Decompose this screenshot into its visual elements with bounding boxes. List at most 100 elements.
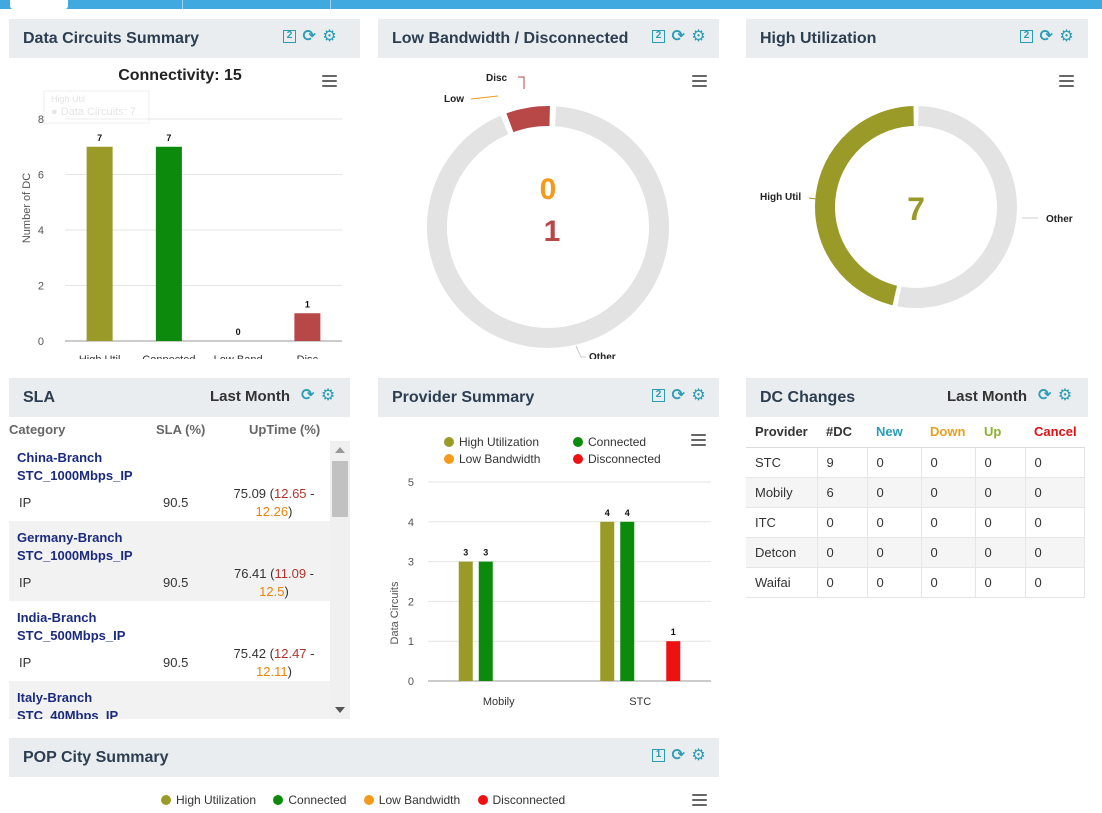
refresh-icon[interactable]: ⟳ — [1039, 29, 1052, 45]
legend-item[interactable]: High Utilization — [161, 793, 256, 807]
x-tick-label: Connected — [142, 354, 195, 359]
panel-header: Data Circuits Summary 2 ⟳ ⚙ — [9, 19, 360, 58]
legend-item[interactable]: Disconnected — [478, 793, 566, 807]
panel-toolbar: 1 ⟳ ⚙ — [650, 748, 706, 766]
column-header-dc[interactable]: #DC — [817, 417, 867, 447]
data-label: 1 — [305, 299, 310, 309]
circuit-name: STC_1000Mbps_IP — [17, 468, 133, 483]
page-count-icon[interactable]: 2 — [652, 30, 665, 43]
gear-icon[interactable]: ⚙ — [1059, 29, 1073, 45]
page-count-icon[interactable]: 2 — [283, 30, 296, 43]
scrollbar-thumb[interactable] — [332, 461, 348, 517]
panel-title: POP City Summary — [23, 749, 169, 767]
high-utilization-panel: High Utilization 2 ⟳ ⚙ High UtilOther 7 — [746, 19, 1088, 359]
chart-menu-icon[interactable] — [692, 794, 707, 806]
gear-icon[interactable]: ⚙ — [691, 748, 705, 764]
bar — [600, 522, 614, 681]
y-tick-label: 2 — [38, 281, 44, 293]
y-tick-label: 5 — [408, 477, 414, 489]
connectivity-chart: Connectivity: 15 Number of DC 02468 7Hig… — [9, 58, 360, 359]
panel-toolbar: ⟳ ⚙ — [1036, 388, 1072, 406]
uptime-cell: 75.42 (12.47 -12.11) — [229, 645, 319, 681]
x-tick-label: Low Band — [214, 354, 263, 359]
table-row[interactable]: China-BranchSTC_1000Mbps_IP IP 90.5 75.0… — [9, 441, 330, 521]
bar — [666, 641, 680, 681]
table-row[interactable]: India-BranchSTC_500Mbps_IP IP 90.5 75.42… — [9, 601, 330, 681]
gear-icon[interactable]: ⚙ — [1058, 388, 1072, 404]
label-connector — [576, 346, 586, 357]
data-label: 7 — [166, 133, 171, 143]
sla-panel: SLA Last Month ⟳ ⚙ Category SLA (%) UpTi… — [9, 378, 350, 719]
refresh-icon[interactable]: ⟳ — [671, 748, 684, 764]
data-label: 3 — [463, 548, 468, 558]
column-header-sla[interactable]: SLA (%) — [156, 422, 205, 437]
gear-icon[interactable]: ⚙ — [691, 29, 705, 45]
table-row[interactable]: Detcon00000 — [746, 537, 1084, 567]
sla-cell: 90.5 — [163, 575, 188, 590]
provider-cell: Detcon — [746, 537, 817, 567]
circuit-name: STC_500Mbps_IP — [17, 628, 125, 643]
refresh-icon[interactable]: ⟳ — [1038, 388, 1051, 404]
panel-header: POP City Summary 1 ⟳ ⚙ — [9, 738, 719, 777]
column-header-cancel[interactable]: Cancel — [1025, 417, 1084, 447]
table-row[interactable]: STC90000 — [746, 447, 1084, 477]
panel-title: DC Changes — [760, 389, 855, 407]
data-label: 1 — [671, 627, 676, 637]
nav-tab-active[interactable] — [10, 0, 68, 9]
column-header-up[interactable]: Up — [975, 417, 1025, 447]
uptime-cell: 75.09 (12.65 -12.26) — [229, 485, 319, 521]
chart-title: Connectivity: 15 — [118, 67, 242, 84]
category-cell: IP — [19, 495, 31, 510]
table-row[interactable]: Germany-BranchSTC_1000Mbps_IP IP 90.5 76… — [9, 521, 330, 601]
nav-tab-separator — [182, 0, 183, 9]
panel-header: Low Bandwidth / Disconnected 2 ⟳ ⚙ — [378, 19, 719, 58]
legend-item[interactable]: Low Bandwidth — [364, 793, 460, 807]
y-tick-label: 6 — [38, 170, 44, 182]
table-row[interactable]: Mobily60000 — [746, 477, 1084, 507]
column-header-uptime[interactable]: UpTime (%) — [249, 422, 320, 437]
dc-changes-panel: DC Changes Last Month ⟳ ⚙ Provider #DC N… — [746, 378, 1088, 719]
y-tick-label: 8 — [38, 114, 44, 126]
gear-icon[interactable]: ⚙ — [321, 388, 335, 404]
sla-table-body: China-BranchSTC_1000Mbps_IP IP 90.5 75.0… — [9, 441, 350, 719]
legend-item[interactable]: Connected — [273, 793, 346, 807]
data-label: 4 — [625, 508, 630, 518]
circuit-name: STC_1000Mbps_IP — [17, 548, 133, 563]
table-row[interactable]: Waifai00000 — [746, 567, 1084, 597]
nav-tab-separator — [330, 0, 331, 9]
bar — [479, 562, 493, 681]
page-count-icon[interactable]: 1 — [652, 749, 665, 762]
bar — [459, 562, 473, 681]
data-label: 7 — [97, 133, 102, 143]
provider-summary-panel: Provider Summary 2 ⟳ ⚙ High UtilizationC… — [378, 378, 719, 719]
scroll-down-icon[interactable] — [335, 707, 345, 713]
panel-title: Low Bandwidth / Disconnected — [392, 30, 628, 48]
y-tick-label: 0 — [408, 676, 414, 688]
table-row[interactable]: Italy-BranchSTC_40Mbps_IP — [9, 681, 330, 719]
sla-cell: 90.5 — [163, 655, 188, 670]
sla-scrollbar[interactable] — [330, 441, 350, 719]
data-circuits-panel: Data Circuits Summary 2 ⟳ ⚙ Connectivity… — [9, 19, 360, 359]
column-header-provider[interactable]: Provider — [746, 417, 817, 447]
column-header-category[interactable]: Category — [9, 422, 65, 437]
scroll-up-icon[interactable] — [335, 447, 345, 453]
refresh-icon[interactable]: ⟳ — [301, 388, 314, 404]
x-tick-label: High Util — [79, 354, 121, 359]
refresh-icon[interactable]: ⟳ — [671, 29, 684, 45]
y-tick-label: 4 — [408, 517, 414, 529]
tooltip-text: ● Data Circuits: 7 — [51, 106, 136, 118]
center-value: 7 — [907, 191, 925, 227]
sla-cell: 90.5 — [163, 495, 188, 510]
refresh-icon[interactable]: ⟳ — [302, 29, 315, 45]
y-tick-label: 3 — [408, 557, 414, 569]
page-count-icon[interactable]: 2 — [1020, 30, 1033, 43]
column-header-down[interactable]: Down — [921, 417, 975, 447]
circuit-name: STC_40Mbps_IP — [17, 708, 118, 719]
column-header-new[interactable]: New — [867, 417, 921, 447]
panel-toolbar: 2 ⟳ ⚙ — [650, 29, 706, 47]
gear-icon[interactable]: ⚙ — [322, 29, 336, 45]
slice-label: High Util — [760, 192, 801, 203]
category-cell: IP — [19, 655, 31, 670]
table-row[interactable]: ITC00000 — [746, 507, 1084, 537]
top-navigation-bar — [0, 0, 1102, 9]
